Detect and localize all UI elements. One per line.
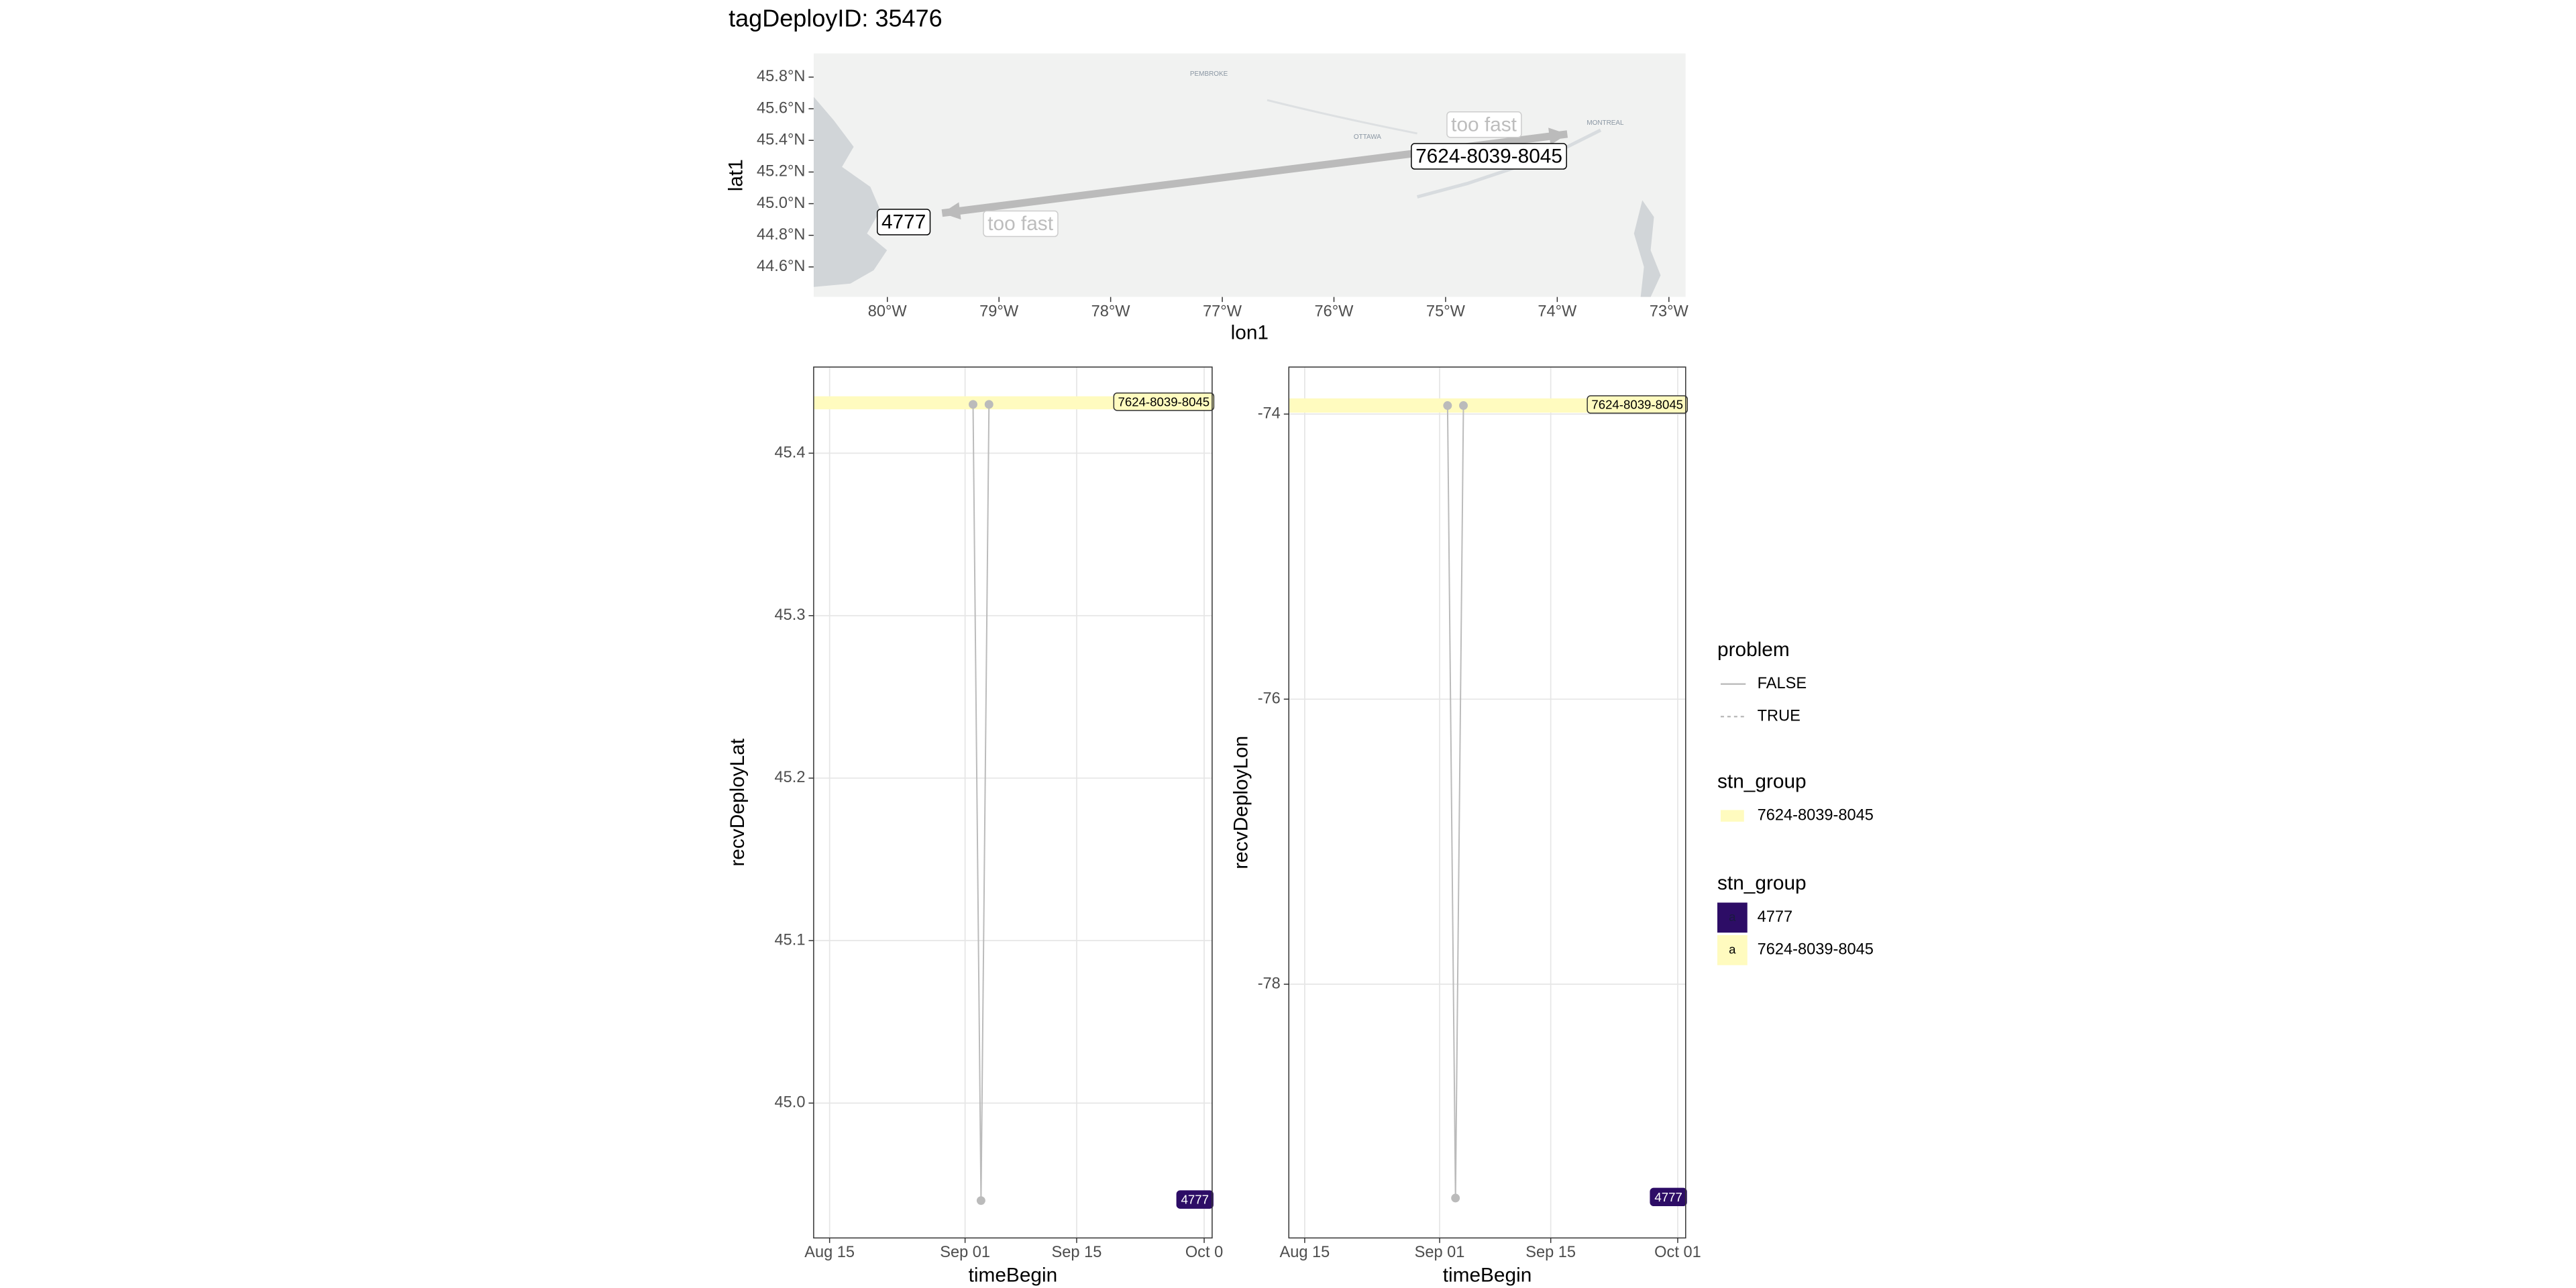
x-tick-label: Oct 0: [1185, 1244, 1223, 1261]
y-tick-label: -76: [1258, 690, 1281, 707]
legend-label: TRUE: [1758, 707, 1801, 724]
legend-label: FALSE: [1758, 675, 1807, 692]
legend-key-text: a: [1729, 910, 1736, 924]
annotation-box: [1446, 111, 1522, 138]
legend-key-text: a: [1729, 942, 1736, 956]
annotation-text: too fast: [1451, 113, 1517, 136]
place-label: PEMBROKE: [1190, 70, 1228, 78]
x-tick-label: Sep 15: [1525, 1244, 1576, 1261]
x-tick-label: 78°W: [1091, 303, 1131, 320]
x-tick-label: 79°W: [979, 303, 1019, 320]
label-box: [1113, 392, 1215, 411]
y-axis-title: lat1: [724, 159, 747, 191]
x-tick-label: 80°W: [868, 303, 908, 320]
y-tick-label: 45.1: [775, 931, 806, 949]
x-tick-label: 74°W: [1538, 303, 1577, 320]
place-label: OTTAWA: [1354, 133, 1381, 141]
y-tick-label: 45.6°N: [757, 99, 805, 117]
label-text: 7624-8039-8045: [1415, 146, 1562, 168]
x-tick-label: Sep 01: [940, 1244, 990, 1261]
x-axis-title: lon1: [1231, 321, 1269, 343]
label-text: 4777: [1181, 1193, 1209, 1207]
legend-title: stn_group: [1717, 872, 1807, 894]
y-tick-label: 44.8°N: [757, 226, 805, 244]
y-tick-label: -78: [1258, 975, 1281, 992]
annotation-text: too fast: [987, 213, 1054, 235]
y-tick-label: 44.6°N: [757, 258, 805, 275]
arrow-head: [1548, 127, 1568, 146]
x-tick-label: 76°W: [1315, 303, 1354, 320]
label-text: 7624-8039-8045: [1118, 394, 1210, 409]
x-tick-label: Sep 01: [1415, 1244, 1465, 1261]
arrow-head: [942, 202, 961, 220]
station-band: [813, 396, 1212, 410]
y-tick-label: 45.4°N: [757, 131, 805, 148]
series-point: [969, 400, 977, 409]
legend-label: 4777: [1758, 908, 1793, 926]
x-axis-title: timeBegin: [1443, 1264, 1532, 1286]
legend-title: stn_group: [1717, 770, 1807, 792]
panel-border: [813, 366, 1213, 1239]
line-chart: Aug 15 Sep 01 Sep 15 Oct 0 45.0 45.1 45.2 45.3 4…: [727, 366, 1223, 1286]
panel: [1289, 367, 1686, 1238]
y-tick-label: 45.3: [775, 606, 806, 624]
panel-background: [813, 367, 1212, 1238]
x-axis-title: timeBegin: [969, 1264, 1058, 1286]
legend: problem FALSE TRUE stn_group 7624-8039-8045 s…: [1717, 639, 1874, 965]
series-point: [1451, 1193, 1460, 1203]
legend-label: 7624-8039-8045: [1758, 941, 1874, 959]
x-tick-label: Oct 01: [1654, 1244, 1701, 1261]
label-box: [1176, 1190, 1214, 1209]
panel-border: [1288, 366, 1686, 1239]
x-tick-label: 77°W: [1203, 303, 1242, 320]
annotation-box: [983, 210, 1059, 237]
legend-title: problem: [1717, 639, 1790, 661]
x-tick-label: Sep 15: [1052, 1244, 1102, 1261]
line-chart: Aug 15 Sep 01 Sep 15 Oct 01 -74 -76 -78 timeBeg…: [1230, 366, 1701, 1286]
y-axis-title: recvDeployLon: [1230, 736, 1252, 869]
y-tick-label: 45.2: [775, 769, 806, 786]
legend-key: [1717, 934, 1748, 965]
panel: [813, 367, 1212, 1238]
label-text: 4777: [1654, 1190, 1682, 1204]
y-tick-label: -74: [1258, 405, 1281, 422]
x-tick-label: Aug 15: [1279, 1244, 1330, 1261]
legend-key: [1720, 810, 1744, 822]
label-box: [1587, 395, 1688, 414]
label-box: [877, 209, 931, 235]
legend-label: 7624-8039-8045: [1758, 806, 1874, 824]
lake-ontario: [813, 97, 888, 287]
x-tick-label: Aug 15: [804, 1244, 855, 1261]
y-axis-title: recvDeployLat: [727, 738, 749, 866]
y-tick-label: 45.2°N: [757, 163, 805, 180]
series-point: [984, 400, 994, 409]
lake-champlain: [1633, 200, 1661, 297]
river: [1267, 99, 1417, 135]
x-tick-label: 73°W: [1650, 303, 1689, 320]
panel-background: [1289, 367, 1686, 1238]
y-tick-label: 45.8°N: [757, 68, 805, 85]
y-tick-label: 45.0°N: [757, 195, 805, 212]
panel: PEMBROKE OTTAWA MONTREAL 4777 too fast 7624-8…: [877, 70, 1624, 237]
y-tick-label: 45.0: [775, 1094, 806, 1112]
series-point: [976, 1196, 985, 1205]
label-text: 4777: [881, 211, 926, 233]
station-band: [1289, 398, 1686, 413]
x-tick-label: 75°W: [1426, 303, 1466, 320]
map-chart: PEMBROKE OTTAWA MONTREAL 4777 too fast 7624-8…: [724, 68, 1688, 343]
series-point: [1459, 401, 1468, 410]
y-tick-label: 45.4: [775, 444, 806, 462]
page-title: tagDeployID: 35476: [729, 4, 943, 32]
place-label: MONTREAL: [1587, 119, 1624, 127]
label-box: [1650, 1187, 1687, 1207]
legend-key: [1717, 902, 1748, 933]
label-text: 7624-8039-8045: [1591, 397, 1683, 411]
series-point: [1443, 401, 1452, 410]
label-box: [1411, 143, 1567, 170]
